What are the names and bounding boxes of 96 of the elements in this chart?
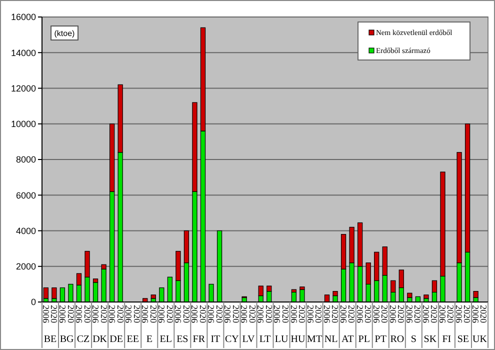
y-axis-title: (ktoe) [54, 28, 76, 38]
bar [473, 291, 478, 298]
x-tick-label: 2006 [354, 305, 365, 324]
text: RO [390, 334, 404, 345]
x-tick-label: 2020 [148, 305, 158, 324]
x-tick-label: 2020 [297, 305, 308, 324]
x-tick-label: 2006 [272, 305, 282, 324]
y-tick-label: 0 [30, 297, 36, 308]
x-tick-label: 2020 [115, 305, 126, 324]
text: CZ [76, 334, 90, 345]
x-tick-label: 2020 [214, 305, 224, 324]
x-tick-label: 2006 [173, 305, 184, 324]
x-tick-label: 2006 [388, 305, 398, 324]
y-tick-label: 16000 [10, 12, 36, 22]
text: DE [110, 334, 124, 345]
text: LU [274, 334, 289, 345]
x-tick-label: 2006 [140, 305, 150, 324]
x-tick-label: 2020 [280, 305, 290, 324]
x-tick-label: 2006 [124, 305, 134, 324]
x-tick-label: 2006 [437, 305, 448, 324]
text: BE [44, 334, 57, 345]
x-tick-label: 2006 [288, 305, 299, 324]
y-tick-label: 14000 [10, 48, 36, 58]
text: EL [160, 334, 172, 345]
text: LV [242, 334, 256, 345]
x-tick-label: 2020 [82, 305, 92, 324]
x-tick-label: 2020 [429, 305, 440, 324]
y-tick-label: 8000 [16, 154, 36, 165]
x-tick-label: 2006 [222, 305, 233, 324]
bar [52, 287, 57, 299]
x-tick-label: 2006 [322, 305, 332, 324]
x-tick-label: 2006 [371, 305, 382, 324]
x-tick-label: 2020 [247, 305, 258, 324]
x-tick-label: 2006 [239, 305, 250, 324]
text: IT [210, 334, 220, 345]
x-tick-label: 2006 [420, 305, 431, 324]
text: PL [358, 334, 370, 345]
x-tick-label: 2006 [206, 305, 216, 324]
y-tick-label: 6000 [16, 190, 36, 200]
x-tick-label: 2020 [314, 305, 324, 324]
x-tick-label: 2020 [412, 305, 423, 324]
x-tick-label: 2006 [90, 305, 101, 324]
text: SE [457, 334, 470, 345]
x-tick-label: 2006 [190, 305, 200, 324]
x-tick-label: 2020 [446, 305, 456, 324]
y-tick-label: 12000 [10, 83, 36, 94]
x-tick-label: 2020 [132, 305, 142, 324]
text: ES [176, 334, 188, 345]
x-tick-label: 2020 [49, 305, 60, 324]
x-tick-label: 2020 [462, 305, 472, 324]
text: S [410, 334, 416, 345]
x-tick-label: 2020 [98, 305, 109, 324]
text: LT [259, 334, 271, 345]
x-tick-label: 2006 [156, 305, 167, 324]
y-tick-label: 4000 [16, 226, 36, 236]
x-tick-label: 2006 [256, 305, 266, 324]
x-tick-label: 2020 [181, 305, 192, 324]
bar [424, 294, 429, 299]
x-tick-label: 2020 [346, 305, 357, 324]
x-tick-label: 2020 [230, 305, 241, 324]
x-tick-label: 2020 [478, 305, 489, 324]
x-tick-label: 2020 [198, 305, 208, 324]
text: SK [424, 334, 438, 345]
x-tick-label: 2020 [264, 305, 274, 324]
x-tick-label: 2006 [338, 305, 348, 324]
text: BG [60, 334, 74, 345]
x-tick-label: 2006 [305, 305, 316, 324]
text: NL [324, 334, 338, 345]
x-tick-label: 2006 [470, 305, 480, 324]
text: FR [192, 334, 206, 345]
x-tick-label: 2006 [404, 305, 414, 324]
y-tick-label: 10000 [10, 119, 36, 130]
text: FI [442, 334, 452, 345]
text: PT [374, 334, 386, 345]
text: EE [126, 334, 139, 345]
x-tick-label: 2020 [164, 305, 175, 324]
text: AT [341, 334, 354, 345]
text: DK [92, 334, 108, 345]
x-tick-label: 2006 [58, 305, 68, 324]
text: E [146, 334, 152, 345]
text: UK [472, 334, 488, 345]
x-tick-label: 2020 [363, 305, 374, 324]
text: MT [307, 334, 322, 345]
bar [407, 292, 412, 298]
text: HU [290, 334, 306, 345]
x-tick-label: 2020 [380, 305, 390, 324]
x-tick-label: 2006 [107, 305, 118, 324]
text: CY [225, 334, 239, 345]
x-tick-label: 2020 [396, 305, 406, 324]
x-tick-label: 2006 [40, 305, 51, 324]
x-tick-label: 2020 [330, 305, 340, 324]
x-tick-label: 2020 [66, 305, 76, 324]
x-tick-label: 2006 [454, 305, 464, 324]
x-tick-label: 2006 [74, 305, 84, 324]
bar [150, 294, 156, 299]
y-tick-label: 2000 [16, 262, 36, 272]
